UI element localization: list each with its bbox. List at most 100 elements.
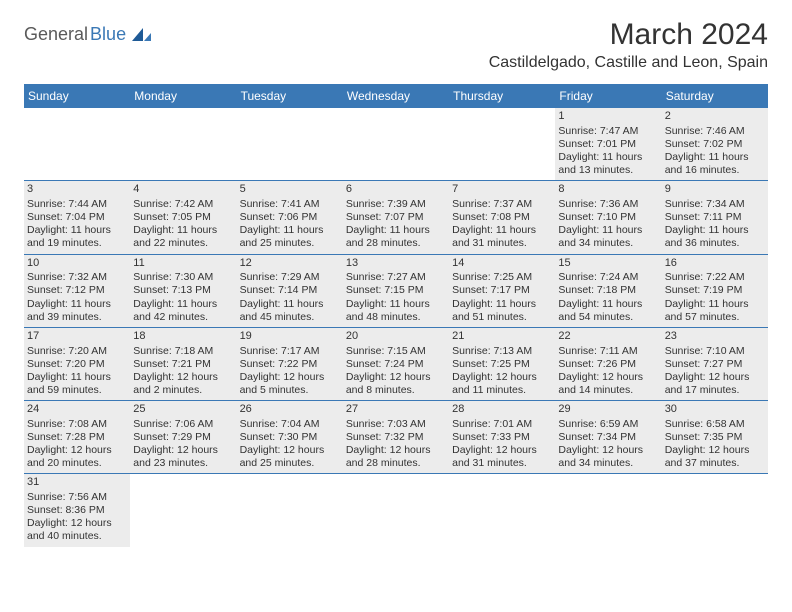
daylight-text-1: Daylight: 12 hours [240, 444, 340, 457]
daylight-text-2: and 37 minutes. [665, 457, 765, 470]
calendar-cell: 17Sunrise: 7:20 AMSunset: 7:20 PMDayligh… [24, 328, 130, 400]
sunset-text: Sunset: 7:20 PM [27, 358, 127, 371]
day-number: 18 [133, 330, 233, 344]
daylight-text-1: Daylight: 11 hours [665, 224, 765, 237]
day-number: 11 [133, 257, 233, 271]
day-number: 16 [665, 257, 765, 271]
daylight-text-2: and 31 minutes. [452, 237, 552, 250]
calendar-cell: 12Sunrise: 7:29 AMSunset: 7:14 PMDayligh… [237, 255, 343, 327]
day-number: 29 [558, 403, 658, 417]
day-number: 6 [346, 183, 446, 197]
day-header-friday: Friday [555, 84, 661, 108]
sunrise-text: Sunrise: 7:20 AM [27, 345, 127, 358]
day-number: 17 [27, 330, 127, 344]
day-number: 21 [452, 330, 552, 344]
calendar-cell: 7Sunrise: 7:37 AMSunset: 7:08 PMDaylight… [449, 181, 555, 253]
sunrise-text: Sunrise: 7:04 AM [240, 418, 340, 431]
sunset-text: Sunset: 7:25 PM [452, 358, 552, 371]
daylight-text-2: and 31 minutes. [452, 457, 552, 470]
week-row: 1Sunrise: 7:47 AMSunset: 7:01 PMDaylight… [24, 108, 768, 181]
day-number: 7 [452, 183, 552, 197]
daylight-text-1: Daylight: 12 hours [452, 371, 552, 384]
sunrise-text: Sunrise: 7:08 AM [27, 418, 127, 431]
day-number: 19 [240, 330, 340, 344]
day-header-row: Sunday Monday Tuesday Wednesday Thursday… [24, 84, 768, 108]
sunrise-text: Sunrise: 7:13 AM [452, 345, 552, 358]
daylight-text-2: and 25 minutes. [240, 237, 340, 250]
calendar-cell: 18Sunrise: 7:18 AMSunset: 7:21 PMDayligh… [130, 328, 236, 400]
sunset-text: Sunset: 7:19 PM [665, 284, 765, 297]
logo: General Blue [24, 18, 152, 45]
sunrise-text: Sunrise: 7:24 AM [558, 271, 658, 284]
sunrise-text: Sunrise: 7:32 AM [27, 271, 127, 284]
sunrise-text: Sunrise: 7:17 AM [240, 345, 340, 358]
week-row: 24Sunrise: 7:08 AMSunset: 7:28 PMDayligh… [24, 401, 768, 474]
sunrise-text: Sunrise: 7:15 AM [346, 345, 446, 358]
sunrise-text: Sunrise: 7:47 AM [558, 125, 658, 138]
sunrise-text: Sunrise: 6:58 AM [665, 418, 765, 431]
sunset-text: Sunset: 7:11 PM [665, 211, 765, 224]
sunrise-text: Sunrise: 7:30 AM [133, 271, 233, 284]
day-header-tuesday: Tuesday [237, 84, 343, 108]
logo-text-blue: Blue [90, 24, 126, 45]
daylight-text-2: and 45 minutes. [240, 311, 340, 324]
daylight-text-2: and 14 minutes. [558, 384, 658, 397]
calendar-cell: 11Sunrise: 7:30 AMSunset: 7:13 PMDayligh… [130, 255, 236, 327]
calendar-cell [237, 108, 343, 180]
daylight-text-2: and 57 minutes. [665, 311, 765, 324]
calendar-cell: 25Sunrise: 7:06 AMSunset: 7:29 PMDayligh… [130, 401, 236, 473]
sunrise-text: Sunrise: 7:36 AM [558, 198, 658, 211]
daylight-text-2: and 28 minutes. [346, 237, 446, 250]
sunset-text: Sunset: 7:01 PM [558, 138, 658, 151]
calendar-cell: 14Sunrise: 7:25 AMSunset: 7:17 PMDayligh… [449, 255, 555, 327]
sunset-text: Sunset: 7:10 PM [558, 211, 658, 224]
daylight-text-2: and 13 minutes. [558, 164, 658, 177]
daylight-text-2: and 54 minutes. [558, 311, 658, 324]
calendar-cell [237, 474, 343, 546]
day-number: 2 [665, 110, 765, 124]
day-header-thursday: Thursday [449, 84, 555, 108]
daylight-text-2: and 51 minutes. [452, 311, 552, 324]
sunrise-text: Sunrise: 7:18 AM [133, 345, 233, 358]
calendar-cell: 27Sunrise: 7:03 AMSunset: 7:32 PMDayligh… [343, 401, 449, 473]
day-number: 10 [27, 257, 127, 271]
sunset-text: Sunset: 7:22 PM [240, 358, 340, 371]
day-number: 15 [558, 257, 658, 271]
sunset-text: Sunset: 7:26 PM [558, 358, 658, 371]
daylight-text-2: and 59 minutes. [27, 384, 127, 397]
daylight-text-1: Daylight: 11 hours [452, 298, 552, 311]
daylight-text-2: and 48 minutes. [346, 311, 446, 324]
weeks-container: 1Sunrise: 7:47 AMSunset: 7:01 PMDaylight… [24, 108, 768, 547]
daylight-text-1: Daylight: 11 hours [133, 298, 233, 311]
calendar-cell: 2Sunrise: 7:46 AMSunset: 7:02 PMDaylight… [662, 108, 768, 180]
sunset-text: Sunset: 7:02 PM [665, 138, 765, 151]
sunset-text: Sunset: 7:30 PM [240, 431, 340, 444]
calendar-cell [130, 108, 236, 180]
sunset-text: Sunset: 7:27 PM [665, 358, 765, 371]
sunset-text: Sunset: 7:15 PM [346, 284, 446, 297]
daylight-text-2: and 42 minutes. [133, 311, 233, 324]
daylight-text-2: and 34 minutes. [558, 457, 658, 470]
sunrise-text: Sunrise: 7:42 AM [133, 198, 233, 211]
sunset-text: Sunset: 7:13 PM [133, 284, 233, 297]
location-text: Castildelgado, Castille and Leon, Spain [489, 54, 768, 72]
calendar-cell: 16Sunrise: 7:22 AMSunset: 7:19 PMDayligh… [662, 255, 768, 327]
week-row: 3Sunrise: 7:44 AMSunset: 7:04 PMDaylight… [24, 181, 768, 254]
daylight-text-1: Daylight: 11 hours [27, 224, 127, 237]
calendar-cell [130, 474, 236, 546]
sunrise-text: Sunrise: 7:34 AM [665, 198, 765, 211]
daylight-text-1: Daylight: 12 hours [665, 371, 765, 384]
daylight-text-1: Daylight: 11 hours [558, 151, 658, 164]
day-number: 8 [558, 183, 658, 197]
daylight-text-1: Daylight: 11 hours [27, 298, 127, 311]
day-number: 25 [133, 403, 233, 417]
calendar-cell: 5Sunrise: 7:41 AMSunset: 7:06 PMDaylight… [237, 181, 343, 253]
daylight-text-1: Daylight: 12 hours [346, 371, 446, 384]
daylight-text-1: Daylight: 12 hours [665, 444, 765, 457]
daylight-text-1: Daylight: 12 hours [133, 444, 233, 457]
day-header-sunday: Sunday [24, 84, 130, 108]
daylight-text-1: Daylight: 12 hours [452, 444, 552, 457]
daylight-text-2: and 8 minutes. [346, 384, 446, 397]
daylight-text-1: Daylight: 11 hours [27, 371, 127, 384]
calendar: Sunday Monday Tuesday Wednesday Thursday… [24, 84, 768, 547]
